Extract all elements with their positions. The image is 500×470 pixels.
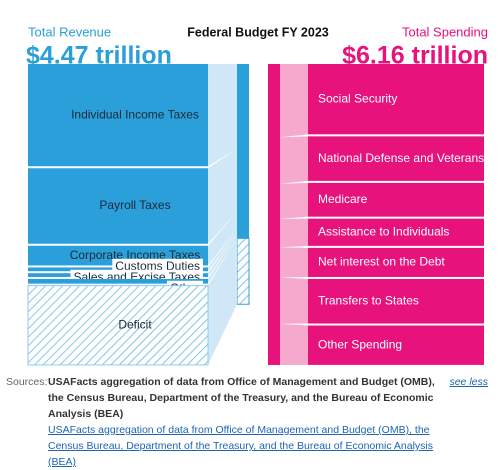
revenue-flow [208, 149, 237, 244]
sources-label: Sources: [6, 376, 48, 388]
spending-flow [280, 247, 308, 278]
revenue-label: Deficit [118, 317, 152, 331]
revenue-box [27, 285, 209, 366]
spending-label: Transfers to States [318, 293, 419, 307]
revenue-label: Customs Duties [115, 259, 200, 273]
revenue-flow [208, 228, 237, 272]
revenue-label: Individual Income Taxes [71, 107, 199, 121]
revenue-bar [237, 64, 249, 239]
revenue-box [28, 64, 208, 167]
spending-flow [280, 136, 308, 184]
revenue-flow [208, 238, 237, 365]
spending-box [308, 325, 484, 365]
revenue-flow [208, 211, 237, 266]
revenue-flow [208, 234, 237, 284]
spending-bar [268, 64, 280, 365]
spending-label: Assistance to Individuals [318, 224, 449, 238]
spending-label: Social Security [318, 91, 397, 105]
spending-flow [280, 323, 308, 365]
spending-flow [280, 64, 308, 138]
label-background [112, 258, 203, 273]
deficit-bar [236, 237, 250, 305]
spending-label: Medicare [318, 192, 368, 206]
revenue-label: Payroll Taxes [99, 198, 170, 212]
sources-link[interactable]: USAFacts aggregation of data from Office… [48, 424, 434, 468]
chart: Total Revenue $4.47 trillion Federal Bud… [26, 24, 488, 366]
page: {"chart_data": {"type": "sankey", "title… [6, 24, 488, 468]
revenue-title: Total Revenue [28, 24, 111, 39]
sources-body: USAFacts aggregation of data from Office… [48, 374, 448, 470]
revenue-flow [208, 64, 237, 167]
spending-box [308, 182, 484, 217]
revenue-box [28, 278, 208, 284]
see-less-toggle[interactable]: see less [449, 376, 488, 388]
sources: Sources: USAFacts aggregation of data fr… [6, 374, 494, 470]
chart-title: Federal Budget FY 2023 [187, 25, 329, 39]
spending-label: Net interest on the Debt [318, 255, 445, 269]
spending-box [308, 136, 484, 181]
spending-box [308, 64, 484, 135]
spending-box [308, 278, 484, 324]
spending-title: Total Spending [402, 24, 488, 39]
spending-box [308, 218, 484, 246]
revenue-label: Corporate Income Taxes [70, 248, 201, 262]
spending-flow [280, 182, 308, 219]
revenue-box [28, 168, 208, 244]
spending-label: Other Spending [318, 337, 402, 351]
spending-flow [280, 277, 308, 324]
spending-flow [280, 218, 308, 248]
revenue-flow [208, 231, 237, 277]
sources-text: USAFacts aggregation of data from Office… [48, 376, 435, 420]
spending-box [308, 247, 484, 277]
spending-label: National Defense and Veterans [318, 151, 484, 165]
